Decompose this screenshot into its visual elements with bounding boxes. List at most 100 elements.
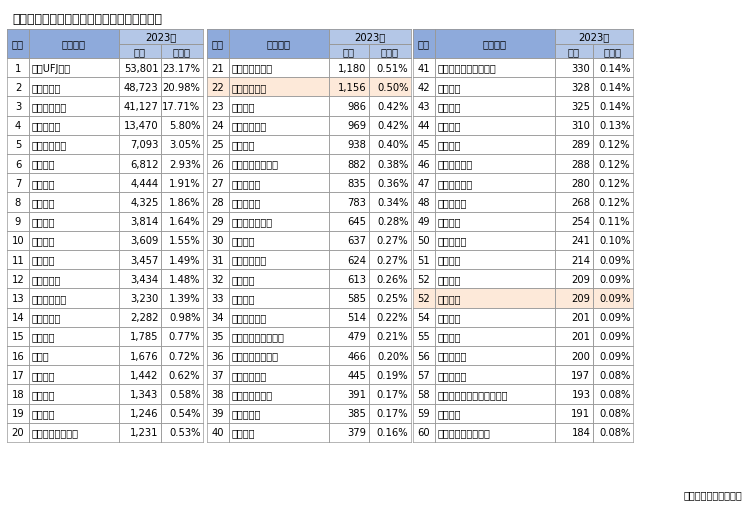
Bar [593,155,633,174]
Bar [435,423,555,442]
Bar [119,97,161,116]
Bar [161,385,203,404]
Bar [7,193,29,212]
Bar [435,59,555,78]
Text: 西京信金: 西京信金 [31,389,55,399]
Text: 10: 10 [12,236,25,246]
Bar [555,250,593,270]
Bar [329,97,369,116]
Text: 52: 52 [417,274,430,284]
Text: 200: 200 [571,351,590,361]
Text: 41,127: 41,127 [123,102,159,112]
Bar [207,212,229,231]
Bar [7,366,29,385]
Bar [207,423,229,442]
Text: 14: 14 [12,313,25,323]
Bar [413,116,435,135]
Text: 0.62%: 0.62% [169,370,200,380]
Text: 七島信組: 七島信組 [438,255,461,265]
Text: ゆうちょ銀行: ゆうちょ銀行 [231,121,267,131]
Bar [555,308,593,327]
Bar [593,193,633,212]
Text: 0.20%: 0.20% [377,351,408,361]
Bar [369,116,411,135]
Text: 4,325: 4,325 [130,197,159,208]
Bar [207,59,229,78]
Text: 八十二銀行: 八十二銀行 [438,351,467,361]
Bar [229,97,329,116]
Bar [555,174,593,193]
Text: 第一勧業信組: 第一勧業信組 [231,313,267,323]
Bar [329,366,369,385]
Text: 0.42%: 0.42% [377,121,408,131]
Bar [229,78,329,97]
Text: 東京ベイ信金: 東京ベイ信金 [438,159,473,169]
Bar [161,155,203,174]
Text: 1.91%: 1.91% [169,178,200,188]
Text: 巣鴨信金: 巣鴨信金 [31,255,55,265]
Text: シェア: シェア [604,46,622,57]
Bar [119,116,161,135]
Bar [369,97,411,116]
Bar [555,44,593,59]
Text: 241: 241 [571,236,590,246]
Bar [29,78,119,97]
Bar [207,289,229,308]
Bar [593,404,633,423]
Bar [29,174,119,193]
Text: 三井住友銀行: 三井住友銀行 [31,102,67,112]
Bar [329,270,369,289]
Bar [229,59,329,78]
Bar [593,366,633,385]
Text: 0.14%: 0.14% [599,102,631,112]
Text: 1.48%: 1.48% [169,274,200,284]
Text: 32: 32 [212,274,224,284]
Text: 瀧野川信金: 瀧野川信金 [231,178,261,188]
Text: 637: 637 [348,236,367,246]
Text: 783: 783 [348,197,367,208]
Bar [555,327,593,346]
Text: 北陸銀行: 北陸銀行 [231,428,255,437]
Text: 17.71%: 17.71% [162,102,200,112]
Text: 986: 986 [348,102,367,112]
Text: 金融機関: 金融機関 [267,39,291,49]
Bar [161,289,203,308]
Bar [593,212,633,231]
Text: 1,442: 1,442 [130,370,159,380]
Text: 0.40%: 0.40% [377,140,408,150]
Text: 23.17%: 23.17% [162,64,200,73]
Text: 0.38%: 0.38% [377,159,408,169]
Text: 310: 310 [571,121,590,131]
Text: ジャパンネット銀行: ジャパンネット銀行 [231,332,284,342]
Text: 882: 882 [348,159,367,169]
Bar [7,250,29,270]
Text: 0.09%: 0.09% [599,332,631,342]
Text: 東京東信金: 東京東信金 [31,274,61,284]
Text: 0.26%: 0.26% [377,274,408,284]
Text: 7,093: 7,093 [130,140,159,150]
Bar [119,44,161,59]
Bar [593,385,633,404]
Text: 29: 29 [212,217,224,227]
Text: 常陽銀行: 常陽銀行 [438,409,461,418]
Text: 東京信金: 東京信金 [31,409,55,418]
Text: 西武信金: 西武信金 [31,197,55,208]
Text: 京葉銀行: 京葉銀行 [438,274,461,284]
Text: 42: 42 [417,83,430,92]
Bar [119,135,161,155]
Text: 43: 43 [417,102,430,112]
Bar [7,289,29,308]
Bar [29,30,119,59]
Text: 0.12%: 0.12% [599,197,631,208]
Bar [435,78,555,97]
Bar [229,289,329,308]
Text: 中ノ郷信組: 中ノ郷信組 [438,370,467,380]
Bar [329,135,369,155]
Bar [369,346,411,366]
Bar [207,270,229,289]
Bar [29,289,119,308]
Text: 0.27%: 0.27% [377,236,408,246]
Bar [413,250,435,270]
Text: 13: 13 [12,293,25,304]
Text: 世田谷信金: 世田谷信金 [231,409,261,418]
